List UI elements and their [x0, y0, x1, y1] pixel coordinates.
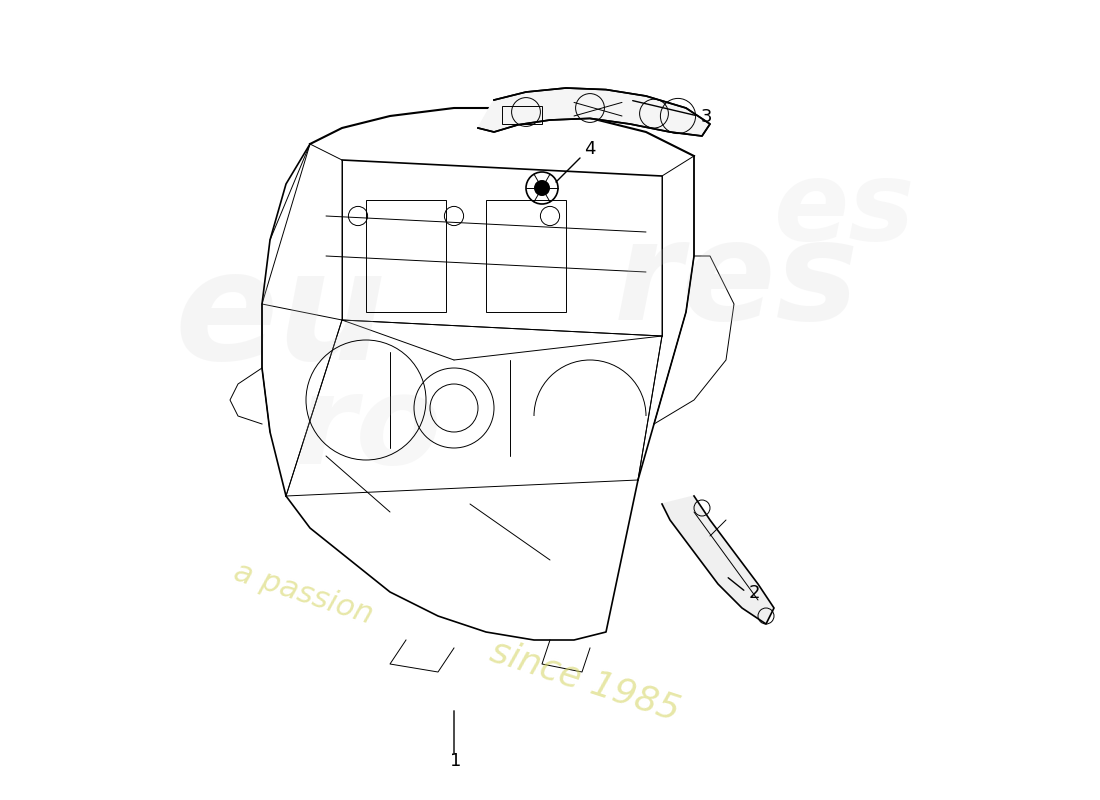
Polygon shape — [478, 88, 710, 136]
Text: es: es — [774, 156, 915, 263]
Text: res: res — [614, 214, 859, 349]
Text: 3: 3 — [701, 108, 712, 126]
Text: a passion: a passion — [230, 558, 376, 630]
Text: 4: 4 — [584, 141, 595, 158]
Circle shape — [534, 180, 550, 196]
Bar — [502, 106, 542, 124]
Text: 1: 1 — [450, 752, 461, 770]
Polygon shape — [662, 496, 774, 624]
Text: 2: 2 — [748, 584, 760, 602]
Text: eu: eu — [174, 243, 386, 392]
Text: since 1985: since 1985 — [486, 634, 684, 727]
Text: ro: ro — [294, 369, 441, 490]
Bar — [486, 200, 566, 312]
Bar — [366, 200, 446, 312]
